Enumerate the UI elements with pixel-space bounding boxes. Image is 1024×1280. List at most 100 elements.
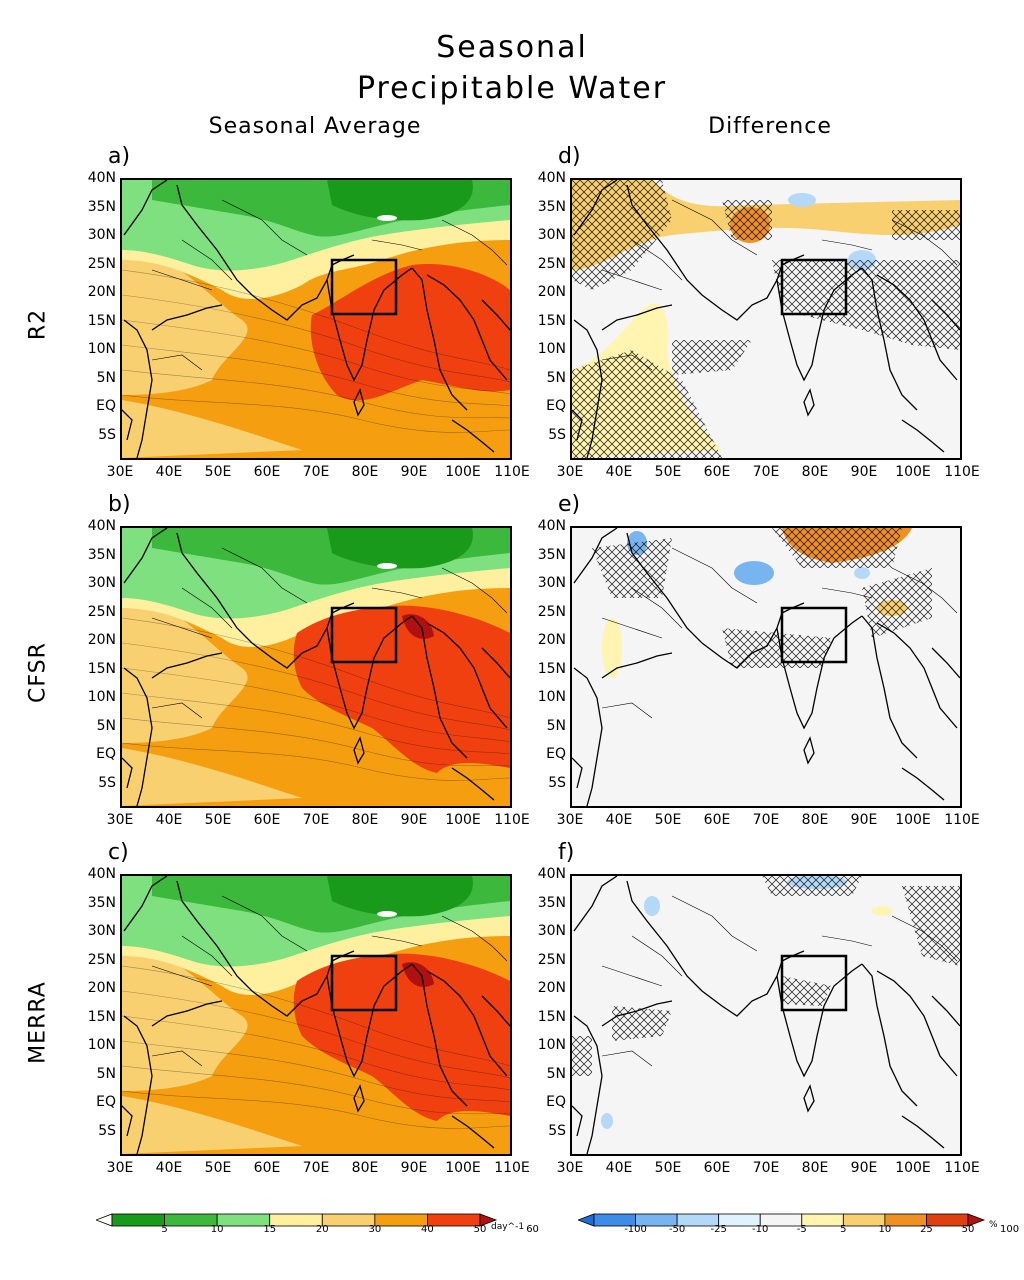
lat-tick-label: 25N xyxy=(87,603,116,620)
colorbar-tick-label: 10 xyxy=(210,1224,224,1235)
lat-tick-label: 15N xyxy=(537,1008,566,1025)
lat-tick-label: 20N xyxy=(537,284,566,300)
lat-tick-label: 40N xyxy=(87,518,116,534)
lon-tick-label: 60E xyxy=(703,812,731,828)
lon-tick-label: 40E xyxy=(155,1160,183,1176)
panel-label-b: b) xyxy=(108,492,131,517)
lat-tick-label: EQ xyxy=(546,398,566,414)
lat-tick-label: 5N xyxy=(96,369,116,386)
lat-tick-label: 10N xyxy=(87,341,116,357)
lon-tick-label: 30E xyxy=(556,812,584,828)
lon-tick-label: 50E xyxy=(204,1160,232,1176)
lon-tick-label: 70E xyxy=(302,812,330,828)
lon-tick-label: 100E xyxy=(445,464,481,480)
difference-field xyxy=(572,180,960,458)
figure-title-line2: Precipitable Water xyxy=(356,71,668,106)
lat-tick-label: 15N xyxy=(87,1008,116,1025)
lon-tick-label: 100E xyxy=(895,812,931,828)
lat-tick-label: EQ xyxy=(546,1094,566,1110)
lat-tick-label: 20N xyxy=(87,284,116,300)
colorbar-tick-label: 20 xyxy=(315,1224,329,1235)
lat-tick-label: 5S xyxy=(98,774,116,791)
lat-tick-label: 15N xyxy=(87,312,116,329)
lon-tick-label: 110E xyxy=(494,1160,530,1176)
map-panel-f xyxy=(570,874,962,1156)
lon-tick-label: 80E xyxy=(801,812,829,828)
lat-tick-label: 35N xyxy=(537,198,566,215)
lon-tick-label: 110E xyxy=(944,812,980,828)
lat-tick-label: 15N xyxy=(537,312,566,329)
lat-tick-label: 10N xyxy=(87,689,116,705)
map-panel-d xyxy=(570,178,962,460)
column-title-average: Seasonal Average xyxy=(208,114,422,139)
row-label-cfsr: CFSR xyxy=(25,642,51,703)
row-label-r2: R2 xyxy=(25,308,51,341)
colorbar-tick-label: 5 xyxy=(161,1224,168,1235)
colorbar-tick-label: 15 xyxy=(263,1224,277,1235)
row-label-merra: MERRA xyxy=(25,981,51,1064)
lat-tick-label: 35N xyxy=(87,546,116,563)
lat-tick-label: 35N xyxy=(537,546,566,563)
lon-tick-label: 90E xyxy=(850,812,878,828)
colorbar-average xyxy=(96,1213,498,1227)
colorbar-tick-label: -100 xyxy=(624,1224,647,1235)
lat-tick-label: 5S xyxy=(98,426,116,443)
lon-tick-label: 50E xyxy=(204,464,232,480)
lon-tick-label: 90E xyxy=(850,1160,878,1176)
lon-tick-label: 40E xyxy=(155,812,183,828)
lat-tick-label: 35N xyxy=(87,198,116,215)
lon-tick-label: 70E xyxy=(752,1160,780,1176)
colorbar-tick-label: -25 xyxy=(710,1224,727,1235)
map-panel-a xyxy=(120,178,512,460)
colorbar-tick-label: 100 xyxy=(1000,1224,1020,1235)
lat-tick-label: 15N xyxy=(87,660,116,677)
figure-title-line1: Seasonal xyxy=(436,30,588,65)
average-field xyxy=(122,528,510,806)
lon-tick-label: 30E xyxy=(556,1160,584,1176)
lat-tick-label: 40N xyxy=(537,518,566,534)
lat-tick-label: 30N xyxy=(87,923,116,939)
colorbar-tick-label: -50 xyxy=(668,1224,686,1235)
map-panel-c xyxy=(120,874,512,1156)
lon-tick-label: 80E xyxy=(351,1160,379,1176)
colorbar-tick-label: -5 xyxy=(796,1224,807,1235)
lat-tick-label: 5N xyxy=(96,1065,116,1082)
colorbar-difference xyxy=(578,1213,986,1227)
lat-tick-label: 10N xyxy=(537,1037,566,1053)
lon-tick-label: 110E xyxy=(944,1160,980,1176)
panel-label-a: a) xyxy=(108,144,131,169)
colorbar-tick-label: 25 xyxy=(920,1224,933,1235)
lon-tick-label: 80E xyxy=(351,464,379,480)
lat-tick-label: EQ xyxy=(546,746,566,762)
lon-tick-label: 50E xyxy=(204,812,232,828)
lat-tick-label: 25N xyxy=(87,255,116,272)
colorbar-tick-label: 50 xyxy=(473,1224,487,1235)
lon-tick-label: 60E xyxy=(703,1160,731,1176)
difference-field xyxy=(572,528,960,806)
lon-tick-label: 30E xyxy=(556,464,584,480)
lon-tick-label: 60E xyxy=(253,812,281,828)
lon-tick-label: 40E xyxy=(155,464,183,480)
lon-tick-label: 110E xyxy=(944,464,980,480)
lon-tick-label: 100E xyxy=(895,464,931,480)
lat-tick-label: 5S xyxy=(548,1122,566,1139)
panel-label-c: c) xyxy=(108,840,129,865)
colorbar-tick-label: 30 xyxy=(368,1224,382,1235)
colorbar-tick-label: -10 xyxy=(752,1224,769,1235)
lat-tick-label: 30N xyxy=(87,575,116,591)
average-field xyxy=(122,876,510,1154)
colorbar-difference-unit: % xyxy=(989,1220,998,1230)
lon-tick-label: 50E xyxy=(654,464,682,480)
lat-tick-label: 25N xyxy=(537,951,566,968)
lon-tick-label: 90E xyxy=(400,464,428,480)
lon-tick-label: 40E xyxy=(605,1160,633,1176)
lat-tick-label: 10N xyxy=(537,689,566,705)
lon-tick-label: 80E xyxy=(351,812,379,828)
lon-tick-label: 90E xyxy=(400,812,428,828)
lon-tick-label: 70E xyxy=(302,464,330,480)
lat-tick-label: 25N xyxy=(537,603,566,620)
colorbar-average-unit: day^-1 xyxy=(491,1222,525,1232)
lat-tick-label: 30N xyxy=(87,227,116,243)
colorbar-tick-label: 40 xyxy=(421,1224,434,1235)
lon-tick-label: 40E xyxy=(605,812,633,828)
